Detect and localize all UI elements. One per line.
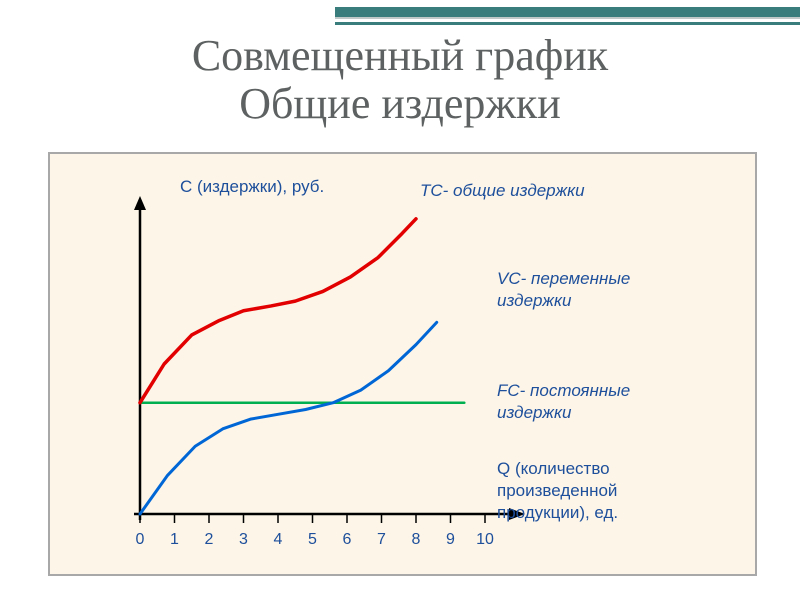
svg-text:4: 4 bbox=[274, 531, 283, 548]
svg-text:С (издержки), руб.: С (издержки), руб. bbox=[180, 177, 324, 196]
svg-text:FС- постоянные: FС- постоянные bbox=[497, 381, 630, 400]
cost-chart: 0 1 2 3 4 5 6 7 8 9 10 С (издержки), руб. ТС- общие … bbox=[50, 154, 755, 574]
chart-container: 0 1 2 3 4 5 6 7 8 9 10 С (издержки), руб. ТС- общие … bbox=[48, 152, 757, 576]
svg-text:издержки: издержки bbox=[497, 291, 572, 310]
svg-text:8: 8 bbox=[412, 531, 421, 548]
title-line1: Совмещенный график bbox=[192, 31, 608, 80]
title-line2: Общие издержки bbox=[239, 79, 561, 128]
svg-text:0: 0 bbox=[136, 531, 145, 548]
svg-text:2: 2 bbox=[205, 531, 214, 548]
svg-text:VС- переменные: VС- переменные bbox=[497, 269, 630, 288]
svg-text:7: 7 bbox=[377, 531, 386, 548]
header-line bbox=[335, 17, 800, 19]
svg-text:продукции), ед.: продукции), ед. bbox=[497, 503, 618, 522]
svg-text:9: 9 bbox=[446, 531, 455, 548]
svg-text:3: 3 bbox=[239, 531, 248, 548]
svg-text:ТС- общие издержки: ТС- общие издержки bbox=[420, 181, 585, 200]
svg-text:6: 6 bbox=[343, 531, 352, 548]
header-underline bbox=[335, 22, 800, 25]
header-band bbox=[335, 7, 800, 17]
page-title: Совмещенный график Общие издержки bbox=[0, 32, 800, 129]
svg-text:1: 1 bbox=[170, 531, 179, 548]
svg-text:произведенной: произведенной bbox=[497, 481, 617, 500]
svg-text:10: 10 bbox=[476, 531, 494, 548]
svg-text:Q (количество: Q (количество bbox=[497, 459, 610, 478]
svg-text:5: 5 bbox=[308, 531, 317, 548]
svg-text:издержки: издержки bbox=[497, 403, 572, 422]
